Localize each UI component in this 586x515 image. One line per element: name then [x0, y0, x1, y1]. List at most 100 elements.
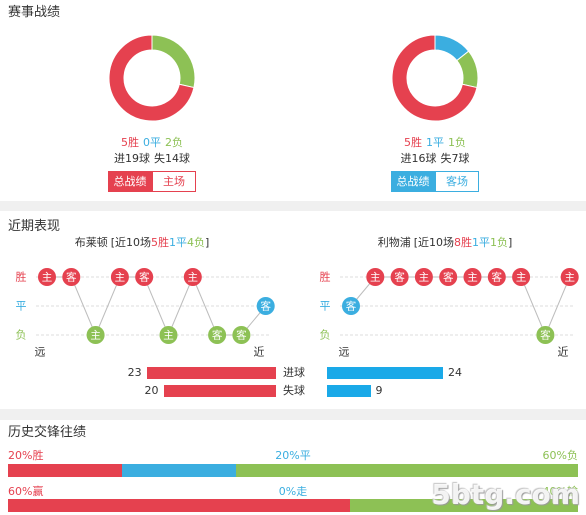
h2h-segment [122, 464, 236, 477]
goals-for-row: 23 进球 24 [0, 367, 586, 379]
tab-away-record[interactable]: 客场 [435, 171, 479, 192]
form-far-label: 远 [35, 346, 46, 359]
goals-conceded: 失7球 [440, 152, 470, 165]
goals-scored: 进16球 [400, 152, 437, 165]
h2h-handicap-bar [8, 499, 578, 512]
tab-overall-record[interactable]: 总战绩 [108, 171, 152, 192]
h2h-win-label: 20%胜 [8, 449, 44, 462]
tab-home-record[interactable]: 主场 [152, 171, 196, 192]
form-loss-count: 1负 [490, 236, 508, 249]
home-goals-for-value: 23 [127, 366, 142, 379]
goals-scored: 进19球 [114, 152, 150, 165]
home-goals-for-bar [146, 367, 276, 379]
form-row-label: 负 [16, 328, 27, 342]
form-point-venue: 主 [370, 272, 381, 284]
goals-against-row: 20 失球 9 [0, 385, 586, 397]
form-summary-close: ] [205, 236, 210, 249]
home-goals-against-value: 20 [144, 384, 159, 397]
form-point: 客 [536, 326, 555, 344]
goals-against-label: 失球 [283, 384, 305, 397]
form-point-marker [86, 326, 105, 344]
tab-overall-record[interactable]: 总战绩 [391, 171, 435, 192]
form-connector [520, 276, 546, 336]
team-name: 利物浦 [377, 236, 411, 249]
form-point-venue: 主 [419, 272, 430, 284]
h2h-handicap-labels: 60%赢 0%走 40%输 [0, 485, 586, 499]
away-form-chart: 胜平负远 近客主客主客主客主客主 [320, 268, 579, 359]
away-record-summary: 5胜 1平 1负 [375, 136, 495, 150]
form-row-label: 平 [320, 300, 331, 313]
away-goals-against-value: 9 [375, 384, 383, 397]
form-point: 客 [232, 326, 251, 344]
form-point: 主 [38, 268, 56, 286]
form-point: 客 [342, 297, 360, 315]
form-point-venue: 主 [42, 272, 53, 284]
form-point-venue: 主 [188, 272, 199, 284]
form-point-marker [463, 268, 482, 286]
away-team-record: 5胜 1平 1负 进16球 失7球 总战绩 客场 [375, 34, 495, 194]
form-point: 客 [487, 268, 506, 286]
form-point-venue: 主 [115, 272, 126, 284]
home-goals-against-bar [163, 385, 276, 397]
form-point-venue: 客 [346, 300, 357, 313]
h2h-push-label: 0%走 [278, 485, 308, 498]
form-point-venue: 主 [90, 330, 101, 342]
form-draw-count: 1平 [169, 236, 187, 249]
form-connector [544, 276, 571, 336]
form-point-venue: 客 [394, 271, 405, 284]
form-point-marker [366, 268, 385, 286]
form-summary-close: ] [508, 236, 513, 249]
form-point: 主 [86, 326, 105, 344]
form-point-marker [183, 268, 202, 286]
form-connector [95, 276, 121, 336]
head-to-head-panel: 历史交锋往绩 20%胜 20%平 60%负 60%赢 0%走 40%输 [0, 420, 586, 515]
form-summary-open: [近10场 [413, 236, 454, 249]
h2h-cover-label: 60%赢 [8, 485, 44, 498]
win-count: 5胜 [404, 136, 422, 149]
form-win-count: 8胜 [454, 236, 472, 249]
form-point-venue: 主 [564, 272, 575, 284]
form-point-marker [232, 326, 251, 344]
section-title-recent-form: 近期表现 [8, 219, 61, 234]
form-point: 客 [256, 297, 275, 315]
form-point-marker [536, 326, 555, 344]
h2h-segment [8, 464, 122, 477]
draw-count: 1平 [426, 136, 444, 149]
form-point-marker [135, 268, 154, 286]
form-connector [143, 276, 169, 336]
away-goals-for-bar [327, 367, 443, 379]
form-point-venue: 客 [540, 329, 551, 342]
away-form-title: 利物浦 [近10场8胜1平1负] [304, 236, 586, 250]
h2h-segment [236, 464, 578, 477]
form-point-venue: 客 [260, 300, 271, 313]
h2h-draw-label: 20%平 [275, 449, 311, 462]
form-far-label: 远 [339, 346, 350, 359]
match-record-panel: 赛事战绩 5胜 0平 2负 进19球 失14球 总战绩 主场 5胜 1平 1负 进16球失… [0, 0, 586, 201]
form-point: 主 [560, 268, 579, 286]
home-record-summary: 5胜 0平 2负 [92, 136, 212, 150]
form-row-label: 负 [320, 328, 331, 342]
form-point-venue: 主 [467, 272, 478, 284]
form-point: 客 [390, 268, 409, 286]
win-count: 5胜 [121, 136, 139, 149]
h2h-segment [8, 499, 350, 512]
form-point: 主 [366, 268, 385, 286]
form-row-label: 平 [16, 300, 27, 313]
form-point-marker [560, 268, 579, 286]
away-record-donut [391, 34, 479, 122]
h2h-segment [350, 499, 578, 512]
away-goals-summary: 进16球 失7球 [375, 152, 495, 166]
form-point-marker [62, 268, 81, 286]
form-point-marker [512, 268, 531, 286]
site-watermark: 5btg.com [431, 478, 580, 511]
away-goals-against: 9 [327, 385, 577, 397]
form-summary-open: [近10场 [110, 236, 151, 249]
goals-conceded: 失14球 [154, 152, 190, 165]
form-point-venue: 客 [236, 329, 247, 342]
home-goals-summary: 进19球 失14球 [92, 152, 212, 166]
form-point: 客 [439, 268, 458, 286]
form-point-marker [208, 326, 227, 344]
form-point-venue: 主 [516, 272, 527, 284]
section-title-match-record: 赛事战绩 [8, 5, 61, 20]
